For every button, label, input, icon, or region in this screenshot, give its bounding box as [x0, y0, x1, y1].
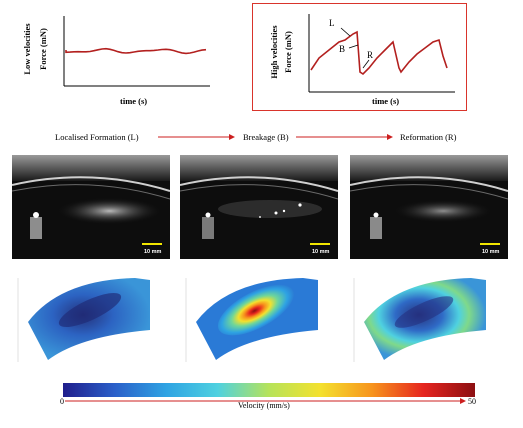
high-panel-frame	[252, 3, 467, 111]
marker-L: L	[329, 18, 335, 28]
low-force-trace	[65, 47, 207, 55]
velocity-map-breakage	[196, 278, 318, 360]
stage-label-reformation: Reformation (R)	[400, 132, 457, 142]
photo-formation: 10 mm	[12, 155, 170, 259]
velocity-maps	[17, 278, 486, 362]
high-panel-xlabel: time (s)	[372, 96, 400, 106]
velocity-map-formation	[28, 278, 150, 360]
stage-label-breakage: Breakage (B)	[243, 132, 289, 142]
stage-arrows	[158, 134, 393, 140]
high-panel-title: High velocities	[269, 25, 279, 79]
scale-bar-label-1: 10 mm	[144, 249, 162, 255]
colorbar-axis-arrow	[65, 398, 466, 404]
colorbar-max-label: 50	[468, 397, 476, 406]
velocity-colorbar	[63, 383, 475, 397]
photo-breakage: 10 mm	[180, 155, 338, 259]
colorbar-title: Velocity (mm/s)	[238, 401, 290, 410]
low-velocity-force-plot	[63, 16, 210, 87]
low-panel-title: Low velocities	[22, 23, 32, 75]
arrow-B	[348, 44, 359, 49]
high-velocity-force-plot: L B R	[308, 14, 455, 93]
marker-B: B	[339, 44, 345, 54]
arrow-R	[362, 59, 370, 69]
marker-R: R	[367, 50, 373, 60]
colorbar-min-label: 0	[60, 397, 64, 406]
photo-reformation: 10 mm	[350, 155, 508, 259]
scale-bar-label-3: 10 mm	[482, 249, 500, 255]
high-force-trace	[310, 30, 448, 76]
scale-bar-label-2: 10 mm	[312, 249, 330, 255]
high-panel-ylabel: Force (mN)	[283, 31, 293, 73]
low-panel-ylabel: Force (mN)	[38, 28, 48, 70]
stage-label-formation: Localised Formation (L)	[55, 132, 139, 142]
arrow-L	[340, 27, 351, 37]
low-panel-xlabel: time (s)	[120, 96, 148, 106]
velocity-map-reformation	[364, 278, 486, 360]
